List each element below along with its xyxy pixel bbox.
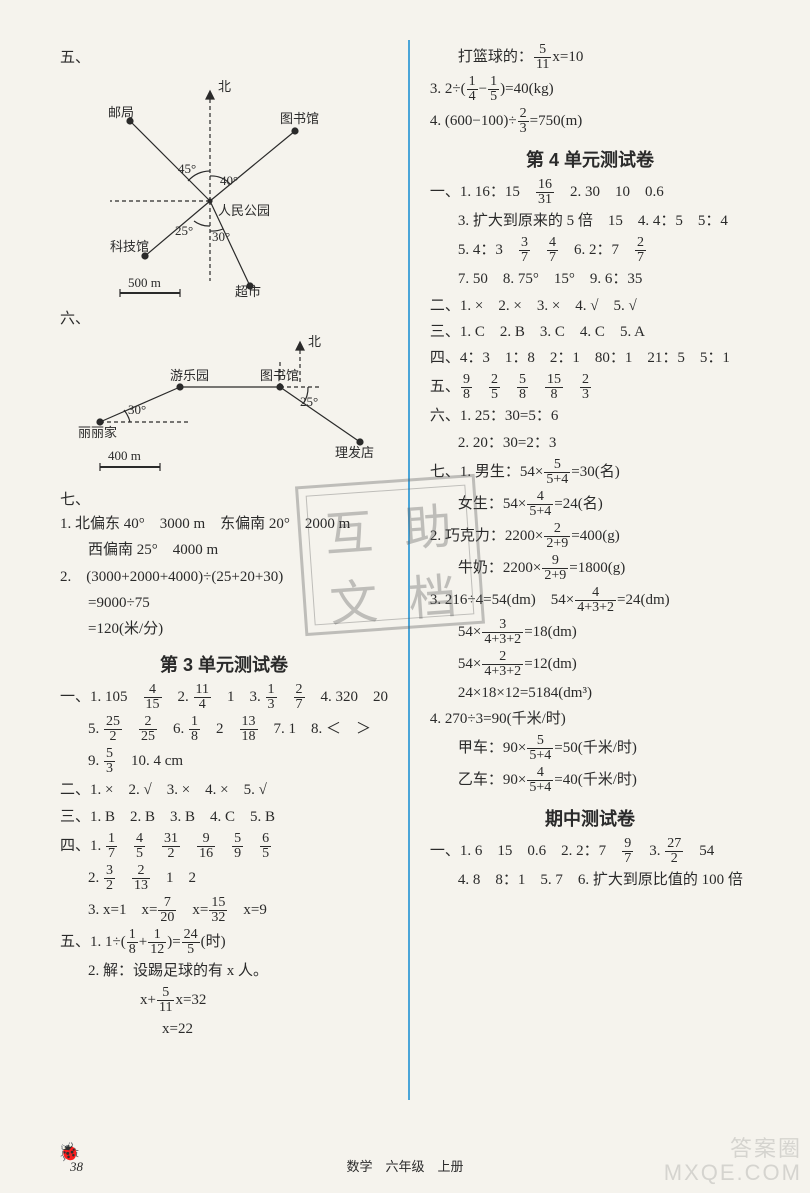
u4-l13: 2. 巧克力：2200×22+9=400(g) bbox=[430, 522, 750, 551]
u3-l5: 三、1. B 2. B 3. B 4. C 5. B bbox=[60, 806, 388, 829]
u4-l12: 女生：54×45+4=24(名) bbox=[430, 490, 750, 519]
u4-l16: 54×34+3+2=18(dm) bbox=[430, 618, 750, 647]
diagram-route: 北 丽丽家 游乐园 图书馆 理发店 30° 25° 400 m bbox=[60, 332, 380, 482]
u4-l6: 三、1. C 2. B 3. C 4. C 5. A bbox=[430, 321, 750, 344]
u3-l3: 9. 53 10. 4 cm bbox=[60, 747, 388, 776]
watermark: 答案圈 MXQE.COM bbox=[664, 1137, 802, 1185]
u4-l14: 牛奶：2200×92+9=1800(g) bbox=[430, 554, 750, 583]
r3: 4. (600−100)÷23=750(m) bbox=[430, 107, 750, 136]
u4-l3: 5. 4：3 37 47 6. 2：7 27 bbox=[430, 236, 750, 265]
right-column: 打篮球的：511x=10 3. 2÷(14−15)=40(kg) 4. (600… bbox=[430, 40, 750, 1100]
u3-l1: 一、1. 105 415 2. 114 1 3. 13 27 4. 320 20 bbox=[60, 683, 388, 712]
d2-home: 丽丽家 bbox=[78, 425, 117, 440]
u3-l9: 五、1. 1÷(18+112)=245(时) bbox=[60, 928, 388, 957]
u3-l6: 四、1. 17 45 312 916 59 65 bbox=[60, 832, 388, 861]
u3-l7: 2. 32 213 1 2 bbox=[60, 864, 388, 893]
d1-scale: 500 m bbox=[128, 275, 161, 290]
d1-tech: 科技馆 bbox=[110, 239, 149, 254]
u4-l1: 一、1. 16：15 1631 2. 30 10 0.6 bbox=[430, 178, 750, 207]
u4-l11: 七、1. 男生：54×55+4=30(名) bbox=[430, 458, 750, 487]
section-5-label: 五、 bbox=[60, 46, 388, 67]
page-columns: 五、 bbox=[60, 40, 750, 1100]
u3-l11: x+511x=32 bbox=[60, 986, 388, 1015]
u4-l8: 五、98 25 58 158 23 bbox=[430, 373, 750, 402]
q7-2c: =120(米/分) bbox=[60, 618, 388, 641]
diagram-compass-park: 北 邮局 图书馆 人民公园 科技馆 超市 45° 40° 25° 30° 500… bbox=[60, 71, 360, 301]
u3-l10: 2. 解：设踢足球的有 x 人。 bbox=[60, 960, 388, 983]
watermark-l2: MXQE.COM bbox=[664, 1161, 802, 1185]
q7-1b: 西偏南 25° 4000 m bbox=[60, 539, 388, 562]
d1-north: 北 bbox=[218, 79, 231, 94]
d2-north: 北 bbox=[308, 334, 321, 349]
column-divider bbox=[408, 40, 410, 1100]
d2-lib: 图书馆 bbox=[260, 368, 299, 383]
left-column: 五、 bbox=[60, 40, 388, 1100]
u4-l4: 7. 50 8. 75° 15° 9. 6：35 bbox=[430, 268, 750, 291]
section-7-label: 七、 bbox=[60, 488, 388, 509]
d1-lib: 图书馆 bbox=[280, 111, 319, 126]
d2-scale: 400 m bbox=[108, 448, 141, 463]
unit3-title: 第 3 单元测试卷 bbox=[60, 651, 388, 677]
midterm-title: 期中测试卷 bbox=[430, 805, 750, 831]
r1: 打篮球的：511x=10 bbox=[430, 43, 750, 72]
q7-1a: 1. 北偏东 40° 3000 m 东偏南 20° 2000 m bbox=[60, 513, 388, 536]
u4-l21: 乙车：90×45+4=40(千米/时) bbox=[430, 766, 750, 795]
u4-l18: 24×18×12=5184(dm³) bbox=[430, 682, 750, 705]
d2-barber: 理发店 bbox=[335, 445, 374, 460]
section-6-label: 六、 bbox=[60, 307, 388, 328]
d1-a30: 30° bbox=[212, 229, 230, 244]
u4-l19: 4. 270÷3=90(千米/时) bbox=[430, 708, 750, 731]
u4-l17: 54×24+3+2=12(dm) bbox=[430, 650, 750, 679]
q7-2a: 2. (3000+2000+4000)÷(25+20+30) bbox=[60, 566, 388, 589]
r2: 3. 2÷(14−15)=40(kg) bbox=[430, 75, 750, 104]
u4-l5: 二、1. × 2. × 3. × 4. √ 5. √ bbox=[430, 295, 750, 318]
d1-a25: 25° bbox=[175, 223, 193, 238]
d1-a45: 45° bbox=[178, 161, 196, 176]
d1-a40: 40° bbox=[220, 173, 238, 188]
mid-l2: 4. 8 8：1 5. 7 6. 扩大到原比值的 100 倍 bbox=[430, 869, 750, 892]
u3-l2: 5. 252 225 6. 18 2 1318 7. 1 8. ＜ ＞ bbox=[60, 715, 388, 744]
d2-a30: 30° bbox=[128, 402, 146, 417]
mid-l1: 一、1. 6 15 0.6 2. 2：7 97 3. 272 54 bbox=[430, 837, 750, 866]
u4-l7: 四、4：3 1：8 2：1 80：1 21：5 5：1 bbox=[430, 347, 750, 370]
d2-amuse: 游乐园 bbox=[170, 368, 209, 383]
u4-l10: 2. 20：30=2：3 bbox=[430, 432, 750, 455]
d1-post: 邮局 bbox=[108, 105, 134, 120]
u3-l8: 3. x=1 x=720 x=1532 x=9 bbox=[60, 896, 388, 925]
u3-l4: 二、1. × 2. √ 3. × 4. × 5. √ bbox=[60, 779, 388, 802]
page-number: 38 bbox=[70, 1159, 83, 1175]
d1-market: 超市 bbox=[235, 284, 261, 299]
d2-a25: 25° bbox=[300, 394, 318, 409]
u4-l9: 六、1. 25：30=5：6 bbox=[430, 405, 750, 428]
unit4-title: 第 4 单元测试卷 bbox=[430, 146, 750, 172]
u3-l12: x=22 bbox=[60, 1018, 388, 1041]
d1-park: 人民公园 bbox=[218, 203, 270, 218]
u4-l2: 3. 扩大到原来的 5 倍 15 4. 4：5 5：4 bbox=[430, 210, 750, 233]
watermark-l1: 答案圈 bbox=[664, 1137, 802, 1161]
q7-2b: =9000÷75 bbox=[60, 592, 388, 615]
u4-l20: 甲车：90×55+4=50(千米/时) bbox=[430, 734, 750, 763]
u4-l15: 3. 216÷4=54(dm) 54×44+3+2=24(dm) bbox=[430, 586, 750, 615]
